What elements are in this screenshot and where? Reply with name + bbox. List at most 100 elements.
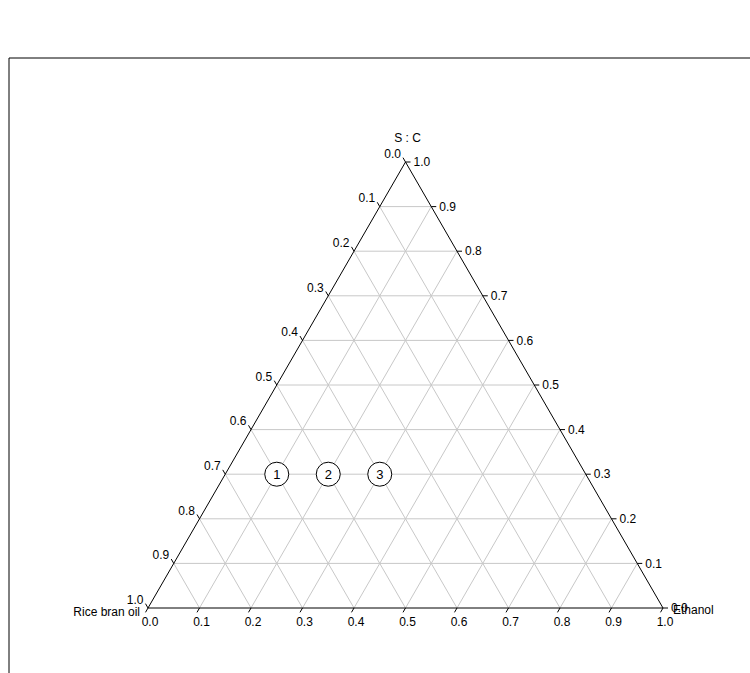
tick: [506, 608, 509, 612]
grid-line: [277, 385, 535, 386]
tick: [637, 563, 642, 564]
grid-line: [328, 295, 483, 296]
point-label: 3: [376, 467, 383, 482]
tick-label: 1.0: [414, 155, 431, 169]
tick: [377, 202, 380, 206]
grid-line: [509, 474, 586, 608]
tick-label: 0.1: [359, 191, 376, 205]
tick-label: 0.8: [465, 244, 482, 258]
tick: [509, 340, 514, 341]
tick-label: 0.0: [384, 147, 401, 161]
tick-label: 0.1: [193, 615, 210, 629]
tick-label: 0.3: [307, 281, 324, 295]
tick: [406, 162, 411, 163]
tick: [663, 608, 668, 609]
tick: [223, 470, 226, 474]
grid-line: [174, 563, 638, 564]
tick: [146, 608, 149, 612]
grid-line: [200, 207, 432, 608]
tick: [661, 608, 664, 612]
point: [316, 462, 340, 486]
tick: [403, 608, 406, 612]
tick-label: 0.5: [399, 615, 416, 629]
grid-line: [380, 207, 612, 608]
grid-line: [174, 563, 200, 608]
tick: [457, 251, 462, 252]
tick-label: 0.9: [439, 200, 456, 214]
triangle-frame: [148, 162, 663, 608]
tick: [197, 608, 200, 612]
point-label: 2: [325, 467, 332, 482]
tick-label: 0.2: [333, 236, 350, 250]
tick-label: 0.0: [142, 615, 159, 629]
vertex-labels: Rice bran oil Ethanol S : C: [73, 131, 713, 619]
tick-label: 0.4: [348, 615, 365, 629]
point: [368, 462, 392, 486]
grid-line: [303, 296, 483, 608]
grid-line: [380, 206, 432, 207]
grid-line: [406, 385, 535, 608]
tick-label: 0.5: [256, 370, 273, 384]
tick: [483, 295, 488, 296]
tick-label: 0.6: [517, 334, 534, 348]
points: [265, 462, 392, 486]
tick-label: 1.0: [657, 615, 674, 629]
tick: [586, 474, 591, 475]
tick-label: 0.6: [451, 615, 468, 629]
point: [265, 462, 289, 486]
tick-label: 0.1: [645, 557, 662, 571]
frame-left: [9, 58, 10, 673]
tick: [609, 608, 612, 612]
frame-top: [9, 58, 750, 59]
grid-line: [303, 340, 509, 341]
tick: [249, 425, 252, 429]
grid-line: [328, 296, 508, 608]
tick-label: 0.2: [620, 512, 637, 526]
tick-label: 0.5: [542, 378, 559, 392]
tick: [171, 559, 174, 563]
tick: [249, 608, 252, 612]
grid-line: [354, 251, 457, 252]
tick-label: 0.3: [296, 615, 313, 629]
tick-label: 0.8: [178, 504, 195, 518]
tick: [455, 608, 458, 612]
tick-label: 0.4: [568, 423, 585, 437]
tick: [326, 291, 329, 295]
tick-label: 0.9: [153, 548, 170, 562]
tick: [612, 518, 617, 519]
grid-line: [277, 385, 406, 608]
tick: [352, 247, 355, 251]
tick-label: 0.6: [230, 414, 247, 428]
tick: [534, 385, 539, 386]
vertex-label: Ethanol: [673, 603, 714, 617]
vertex-label: Rice bran oil: [73, 605, 140, 619]
tick: [300, 336, 303, 340]
point-label: 1: [273, 467, 280, 482]
tick-label: 0.7: [204, 459, 221, 473]
tick-label: 0.3: [594, 467, 611, 481]
tick: [300, 608, 303, 612]
tick: [197, 514, 200, 518]
grid: [174, 207, 638, 608]
tick-label: 0.4: [281, 325, 298, 339]
tick: [274, 381, 277, 385]
axes: 0.0 0.1 0.2 0.3 0.4 0.5 0.6 0.7 0.8 0.9 1.0 0.0 0.1 0…: [127, 147, 688, 629]
tick-label: 0.2: [245, 615, 262, 629]
tick: [558, 608, 561, 612]
tick: [431, 206, 436, 207]
tick: [403, 158, 406, 162]
tick-label: 0.7: [502, 615, 519, 629]
grid-line: [225, 474, 302, 608]
tick-label: 0.7: [491, 289, 508, 303]
tick-label: 0.8: [554, 615, 571, 629]
grid-line: [251, 429, 560, 430]
grid-line: [200, 518, 612, 519]
vertex-label: S : C: [394, 131, 421, 145]
tick: [146, 604, 149, 608]
tick: [560, 429, 565, 430]
tick: [352, 608, 355, 612]
point-labels: 1 2 3: [273, 467, 383, 482]
grid-line: [612, 563, 638, 608]
chart: 0.0 0.1 0.2 0.3 0.4 0.5 0.6 0.7 0.8 0.9 1.0 0.0 0.1 0…: [0, 0, 750, 673]
tick-label: 0.9: [605, 615, 622, 629]
